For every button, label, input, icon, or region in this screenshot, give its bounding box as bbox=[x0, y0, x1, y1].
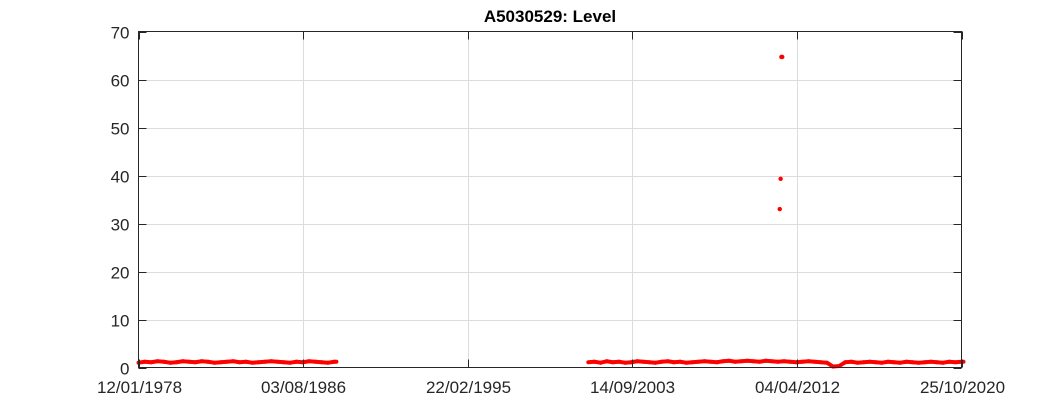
y-tick-label: 40 bbox=[111, 168, 130, 187]
data-point-outlier bbox=[778, 176, 783, 182]
x-tick-label: 25/10/2020 bbox=[920, 378, 1005, 397]
y-tick-label: 70 bbox=[111, 24, 130, 43]
x-tick-label: 03/08/1986 bbox=[261, 378, 346, 397]
x-tick-labels: 12/01/1978 03/08/1986 22/02/1995 14/09/2003… bbox=[97, 378, 1005, 397]
data-point-outlier bbox=[777, 206, 782, 212]
y-tick-label: 20 bbox=[111, 264, 130, 283]
y-tick-label: 10 bbox=[111, 312, 130, 331]
plot-area-frame bbox=[138, 31, 962, 368]
grid-lines bbox=[138, 31, 962, 368]
x-tick-label: 04/04/2012 bbox=[755, 378, 840, 397]
data-point-outlier bbox=[780, 54, 785, 60]
x-tick-label: 22/02/1995 bbox=[426, 378, 511, 397]
x-tick-label: 12/01/1978 bbox=[97, 378, 182, 397]
axis-ticks bbox=[138, 31, 963, 369]
chart-title: A5030529: Level bbox=[484, 7, 616, 26]
y-tick-label: 0 bbox=[120, 360, 129, 379]
x-tick-label: 14/09/2003 bbox=[590, 378, 675, 397]
y-tick-label: 50 bbox=[111, 120, 130, 139]
y-tick-label: 60 bbox=[111, 72, 130, 91]
y-tick-labels: 0 10 20 30 40 50 60 70 bbox=[111, 24, 130, 379]
y-tick-label: 30 bbox=[111, 216, 130, 235]
data-points bbox=[136, 54, 966, 369]
